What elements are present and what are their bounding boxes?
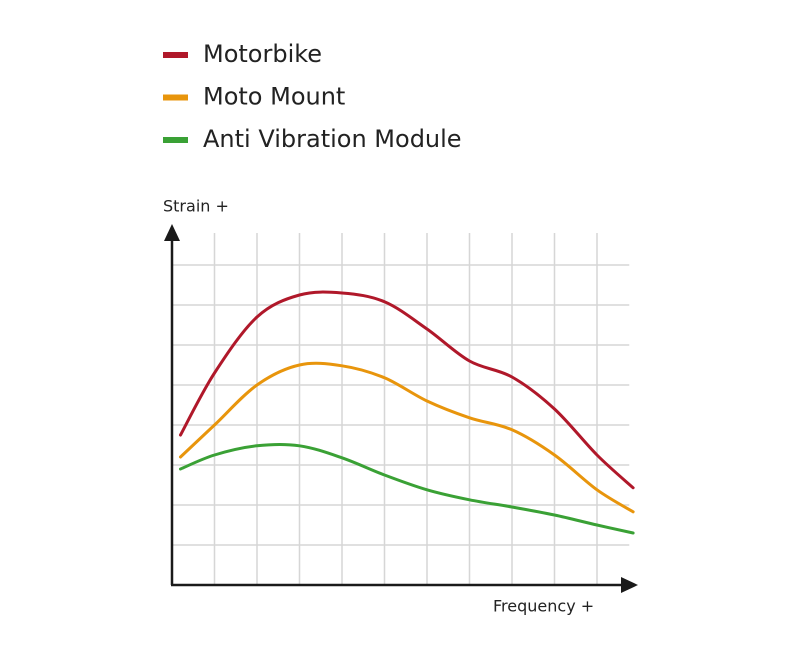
y-axis-arrow [164,224,180,241]
series-line [179,361,635,514]
legend-label: Anti Vibration Module [203,125,462,153]
x-axis-label: Frequency + [493,597,594,616]
x-axis-arrow [621,577,638,593]
legend-label: Motorbike [203,40,322,68]
y-axis-label: Strain + [163,197,229,216]
legend-label: Moto Mount [203,83,345,111]
lines [179,290,635,535]
legend: Motorbike Moto Mount Anti Vibration Module [163,40,462,153]
axes [164,224,638,593]
grid [172,233,630,585]
series-line [179,290,635,490]
series-line [179,442,635,535]
